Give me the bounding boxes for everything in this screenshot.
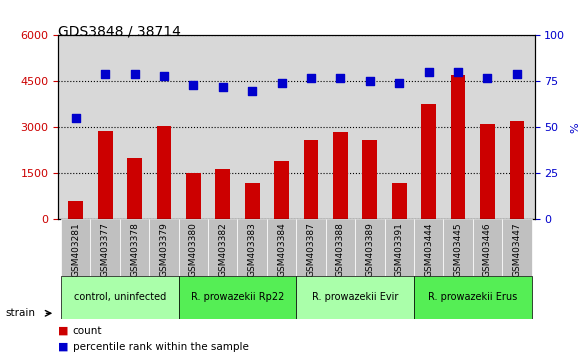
- FancyBboxPatch shape: [296, 276, 414, 319]
- Bar: [127, 158, 142, 219]
- Text: R. prowazekii Evir: R. prowazekii Evir: [312, 292, 399, 302]
- Text: ■: ■: [58, 326, 69, 336]
- Text: GSM403388: GSM403388: [336, 222, 345, 277]
- Bar: [510, 121, 524, 219]
- Bar: [392, 183, 407, 219]
- Point: [101, 71, 110, 77]
- FancyBboxPatch shape: [414, 276, 532, 319]
- Text: GSM403389: GSM403389: [365, 222, 374, 277]
- Text: GSM403387: GSM403387: [307, 222, 315, 277]
- Bar: [216, 169, 230, 219]
- FancyBboxPatch shape: [296, 219, 326, 276]
- Point: [306, 75, 315, 81]
- Bar: [421, 104, 436, 219]
- Text: GSM403446: GSM403446: [483, 222, 492, 277]
- Bar: [245, 183, 260, 219]
- Text: control, uninfected: control, uninfected: [74, 292, 166, 302]
- FancyBboxPatch shape: [355, 219, 385, 276]
- FancyBboxPatch shape: [385, 219, 414, 276]
- Text: GSM403447: GSM403447: [512, 222, 521, 277]
- Text: GSM403382: GSM403382: [218, 222, 227, 277]
- Point: [159, 73, 168, 79]
- Point: [483, 75, 492, 81]
- Point: [453, 69, 462, 75]
- FancyBboxPatch shape: [91, 219, 120, 276]
- Bar: [480, 124, 495, 219]
- Point: [248, 88, 257, 93]
- Bar: [333, 132, 348, 219]
- Point: [336, 75, 345, 81]
- FancyBboxPatch shape: [414, 219, 443, 276]
- Text: count: count: [73, 326, 102, 336]
- FancyBboxPatch shape: [473, 219, 502, 276]
- FancyBboxPatch shape: [61, 219, 91, 276]
- Text: GSM403444: GSM403444: [424, 222, 433, 277]
- Y-axis label: %: %: [571, 122, 581, 133]
- Text: percentile rank within the sample: percentile rank within the sample: [73, 342, 249, 352]
- FancyBboxPatch shape: [267, 219, 296, 276]
- Text: GSM403391: GSM403391: [394, 222, 404, 277]
- FancyBboxPatch shape: [443, 219, 473, 276]
- Text: GSM403377: GSM403377: [101, 222, 110, 277]
- FancyBboxPatch shape: [149, 219, 179, 276]
- Bar: [98, 131, 113, 219]
- Text: GSM403383: GSM403383: [248, 222, 257, 277]
- Text: GSM403378: GSM403378: [130, 222, 139, 277]
- Point: [394, 80, 404, 86]
- Text: R. prowazekii Rp22: R. prowazekii Rp22: [191, 292, 284, 302]
- Text: GSM403384: GSM403384: [277, 222, 286, 277]
- FancyBboxPatch shape: [61, 276, 179, 319]
- FancyBboxPatch shape: [326, 219, 355, 276]
- FancyBboxPatch shape: [238, 219, 267, 276]
- Point: [71, 115, 80, 121]
- FancyBboxPatch shape: [502, 219, 532, 276]
- Bar: [451, 75, 465, 219]
- Bar: [157, 126, 171, 219]
- Point: [130, 71, 139, 77]
- Text: GSM403379: GSM403379: [159, 222, 168, 277]
- Text: ■: ■: [58, 342, 69, 352]
- Text: GDS3848 / 38714: GDS3848 / 38714: [58, 25, 181, 39]
- Text: GSM403380: GSM403380: [189, 222, 198, 277]
- Text: strain: strain: [6, 308, 36, 318]
- Point: [189, 82, 198, 88]
- Point: [512, 71, 522, 77]
- Bar: [69, 201, 83, 219]
- Text: GSM403281: GSM403281: [71, 222, 80, 277]
- Text: GSM403445: GSM403445: [454, 222, 462, 277]
- Point: [277, 80, 286, 86]
- Point: [218, 84, 227, 90]
- Bar: [304, 140, 318, 219]
- FancyBboxPatch shape: [179, 219, 208, 276]
- Bar: [363, 140, 377, 219]
- Text: R. prowazekii Erus: R. prowazekii Erus: [428, 292, 518, 302]
- FancyBboxPatch shape: [208, 219, 238, 276]
- Point: [365, 79, 375, 84]
- FancyBboxPatch shape: [179, 276, 296, 319]
- Bar: [274, 161, 289, 219]
- Point: [424, 69, 433, 75]
- Bar: [186, 173, 200, 219]
- FancyBboxPatch shape: [120, 219, 149, 276]
